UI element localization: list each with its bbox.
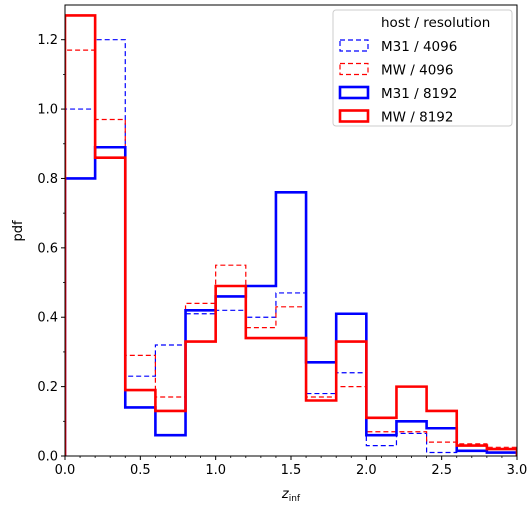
- y-axis-label: pdf: [11, 220, 26, 242]
- y-tick-label: 1.0: [37, 103, 58, 118]
- legend-title: host / resolution: [381, 15, 490, 31]
- x-tick-label: 1.5: [281, 463, 302, 478]
- y-tick-label: 0.2: [37, 380, 58, 395]
- legend-swatch: [339, 62, 369, 76]
- legend: host / resolution M31 / 4096 MW / 4096 M31…: [332, 9, 513, 127]
- y-tick-label: 0.8: [37, 172, 58, 187]
- legend-swatch: [338, 109, 370, 123]
- legend-box: [332, 9, 513, 127]
- legend-swatch: [338, 85, 370, 100]
- x-tick-label: 2.0: [356, 463, 377, 478]
- y-tick-label: 0.0: [37, 450, 58, 465]
- x-axis-label: zinf: [281, 487, 301, 504]
- x-tick-label: 0.0: [55, 463, 76, 478]
- y-tick-label: 0.6: [37, 241, 58, 256]
- legend-label: MW / 4096: [381, 63, 453, 79]
- x-tick-label: 0.5: [130, 463, 151, 478]
- series-line-mw-8192: [65, 14, 517, 456]
- legend-label: M31 / 8192: [381, 86, 457, 102]
- y-tick-label: 0.4: [37, 311, 58, 326]
- legend-swatch: [339, 39, 369, 52]
- legend-label: M31 / 4096: [381, 39, 457, 55]
- x-tick-label: 1.0: [205, 463, 226, 478]
- x-tick-label: 3.0: [507, 463, 528, 478]
- series-line-m31-4096: [65, 39, 517, 456]
- y-tick-label: 1.2: [37, 33, 58, 48]
- series-line-m31-8192: [65, 145, 517, 456]
- legend-label: MW / 8192: [381, 110, 453, 126]
- x-tick-label: 2.5: [431, 463, 452, 478]
